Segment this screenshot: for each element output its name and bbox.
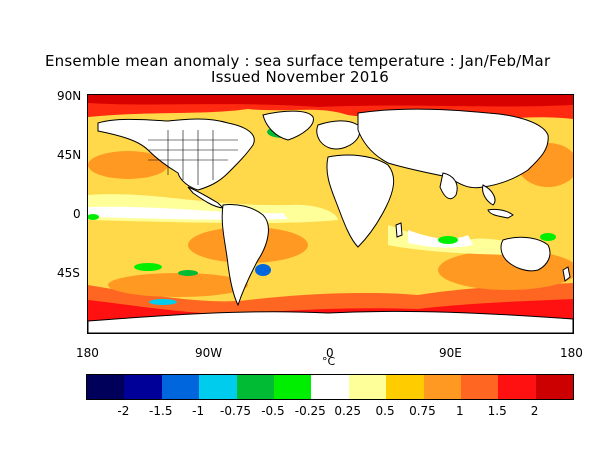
colorbar-cell [199,375,237,399]
colorbar-label: -0.5 [261,404,285,418]
colorbar-label: -1.5 [149,404,173,418]
colorbar-cell [386,375,424,399]
lat-label-0: 0 [73,207,81,221]
lat-label-45n: 45N [57,148,82,162]
lon-label-90e: 90E [439,346,462,360]
unit-label: °C [322,355,336,368]
colorbar-cell [161,375,200,399]
map-title: Ensemble mean anomaly : sea surface temp… [45,52,551,70]
colorbar-cell [460,375,499,399]
colorbar-label: -0.75 [220,404,252,418]
colorbar-cell [311,375,349,399]
lat-label-45s: 45S [57,266,80,280]
lon-label-180w: 180 [76,346,99,360]
colorbar-cell [535,375,574,399]
colorbar-cell [423,375,461,399]
lon-label-0: 0 [326,346,334,360]
colorbar-label: 1 [456,404,464,418]
lon-label-180e: 180 [560,346,583,360]
colorbar-cell [348,375,387,399]
colorbar-cell [273,375,312,399]
colorbar-label: -0.25 [294,404,326,418]
colorbar-label: -2 [117,404,130,418]
colorbar-cell [498,375,536,399]
lon-label-90w: 90W [195,346,223,360]
lat-label-90n: 90N [57,89,82,103]
colorbar-cell [87,375,125,399]
colorbar-label: -1 [192,404,205,418]
colorbar-cell [236,375,274,399]
colorbar-label: 0.5 [375,404,395,418]
colorbar-label: 2 [530,404,539,418]
colorbar [86,374,574,400]
sst-anomaly-map [87,94,574,334]
colorbar-label: 0.25 [334,404,362,418]
map-subtitle: Issued November 2016 [210,68,390,86]
colorbar-cell [124,375,162,399]
colorbar-label: 0.75 [409,404,436,418]
colorbar-label: 1.5 [487,404,507,418]
